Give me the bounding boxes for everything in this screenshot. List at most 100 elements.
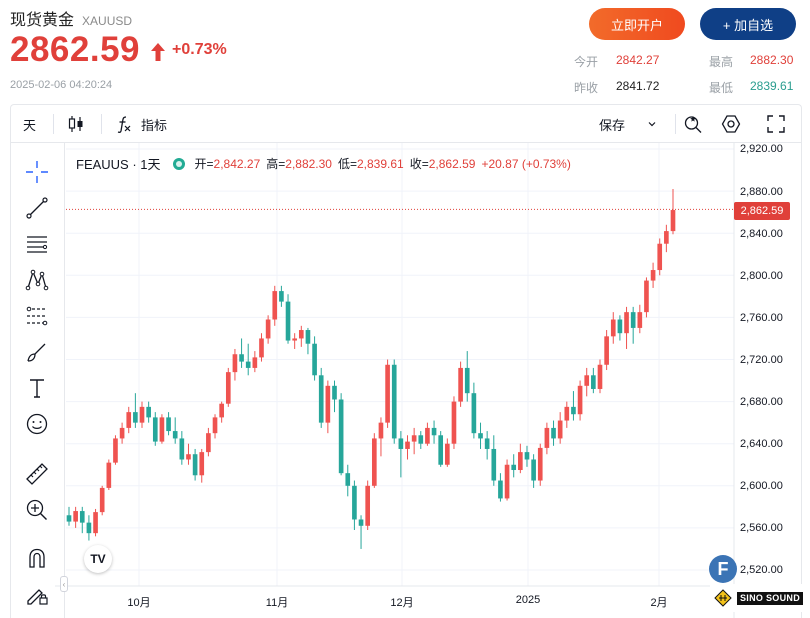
zoom-in-icon: [26, 499, 47, 520]
candle-body: [617, 319, 623, 334]
candle-body: [106, 462, 112, 488]
fullscreen-button[interactable]: [767, 105, 785, 143]
candle-body: [146, 406, 151, 418]
candle: [99, 485, 105, 516]
measure-tool[interactable]: [24, 461, 50, 487]
settings-button[interactable]: [721, 105, 741, 143]
candle-body: [371, 438, 377, 486]
candle: [358, 515, 364, 549]
text-tool[interactable]: [24, 375, 50, 401]
quick-search-button[interactable]: [683, 105, 703, 143]
emoji-tool[interactable]: [24, 411, 50, 437]
low-label: 最低: [709, 81, 734, 95]
candle-body: [391, 364, 397, 439]
series-name[interactable]: FEAUUS · 1天: [76, 157, 161, 172]
y-tick: 2,600.00: [740, 480, 783, 492]
fib-tool[interactable]: [24, 231, 50, 257]
candle-body: [126, 412, 132, 428]
candle: [279, 285, 284, 307]
candle-body: [338, 399, 344, 474]
candle: [159, 414, 165, 444]
candle-body: [504, 464, 510, 499]
candle: [192, 448, 198, 481]
y-tick: 2,680.00: [740, 396, 783, 408]
open-value: 2842.27: [616, 53, 660, 67]
candle-body: [325, 385, 331, 423]
candle-body: [186, 454, 191, 460]
candle-body: [431, 427, 437, 436]
candle: [471, 382, 477, 439]
candle: [179, 431, 185, 465]
open-account-button[interactable]: 立即开户: [589, 8, 685, 40]
y-tick: 2,640.00: [740, 438, 783, 450]
trend-line-tool[interactable]: [24, 195, 50, 221]
magnet-tool[interactable]: [24, 545, 50, 571]
instrument-symbol: XAUUSD: [82, 14, 133, 28]
y-tick: 2,920.00: [740, 143, 783, 155]
candle: [265, 315, 271, 344]
candle-body: [279, 291, 284, 302]
text-icon: [30, 379, 44, 398]
candle: [119, 422, 125, 444]
candle-body: [498, 480, 503, 499]
candle: [458, 361, 463, 407]
candle: [232, 348, 238, 381]
x-tick: 11月: [265, 597, 289, 609]
open-label: 今开: [574, 55, 599, 69]
candle: [73, 506, 78, 528]
lock-drawings-tool[interactable]: [24, 581, 50, 607]
legend-low-value: 2,839.61: [357, 156, 404, 171]
candle: [219, 401, 224, 423]
chart-type-button[interactable]: [67, 105, 85, 143]
indicators-label: 指标: [141, 117, 168, 133]
candle-body: [199, 452, 205, 476]
candle-body: [610, 319, 616, 337]
save-label: 保存: [599, 117, 626, 133]
candle: [464, 351, 470, 402]
search-plus-icon: [684, 116, 702, 133]
candle: [292, 333, 297, 349]
crosshair-tool[interactable]: [24, 159, 50, 185]
prev-close-label: 昨收: [574, 81, 599, 95]
candle: [239, 338, 244, 368]
candle-body: [179, 438, 185, 460]
candle: [650, 262, 656, 288]
add-watchlist-button[interactable]: + 加自选: [700, 8, 796, 40]
candle-body: [272, 291, 278, 320]
candle: [365, 480, 371, 531]
candle: [498, 473, 503, 502]
indicators-button[interactable]: 指标: [115, 105, 167, 143]
legend-open-value: 2,842.27: [213, 156, 261, 171]
save-button[interactable]: 保存: [599, 105, 657, 143]
candle-body: [139, 406, 145, 423]
tradingview-logo-icon[interactable]: TV: [84, 545, 112, 573]
candle: [591, 367, 596, 394]
zoom-tool[interactable]: [24, 497, 50, 523]
candle-body: [245, 361, 251, 368]
fib-lines-icon: [27, 236, 48, 253]
high-label: 最高: [709, 55, 734, 69]
toolbar-divider: [675, 114, 676, 134]
candle: [604, 330, 609, 371]
watermark-logo-icon: F: [709, 555, 737, 583]
watermark-text: SINO SOUND: [737, 591, 804, 605]
interval-label: 天: [23, 117, 37, 133]
candle-body: [365, 485, 371, 526]
candle: [332, 380, 337, 413]
gear-icon: [721, 115, 741, 133]
candle: [318, 367, 324, 428]
y-tick: 2,880.00: [740, 186, 783, 198]
candle: [411, 427, 417, 455]
brush-tool[interactable]: [24, 339, 50, 365]
candle: [571, 391, 576, 421]
projection-tool[interactable]: [24, 303, 50, 329]
collapse-toolbar-handle[interactable]: ‹: [60, 576, 68, 592]
candle-body: [524, 452, 530, 460]
candle: [584, 367, 590, 397]
candle: [504, 459, 510, 501]
candle: [206, 427, 211, 457]
pattern-tool[interactable]: [24, 267, 50, 293]
interval-selector[interactable]: 天: [23, 105, 36, 143]
candle-body: [484, 438, 490, 449]
